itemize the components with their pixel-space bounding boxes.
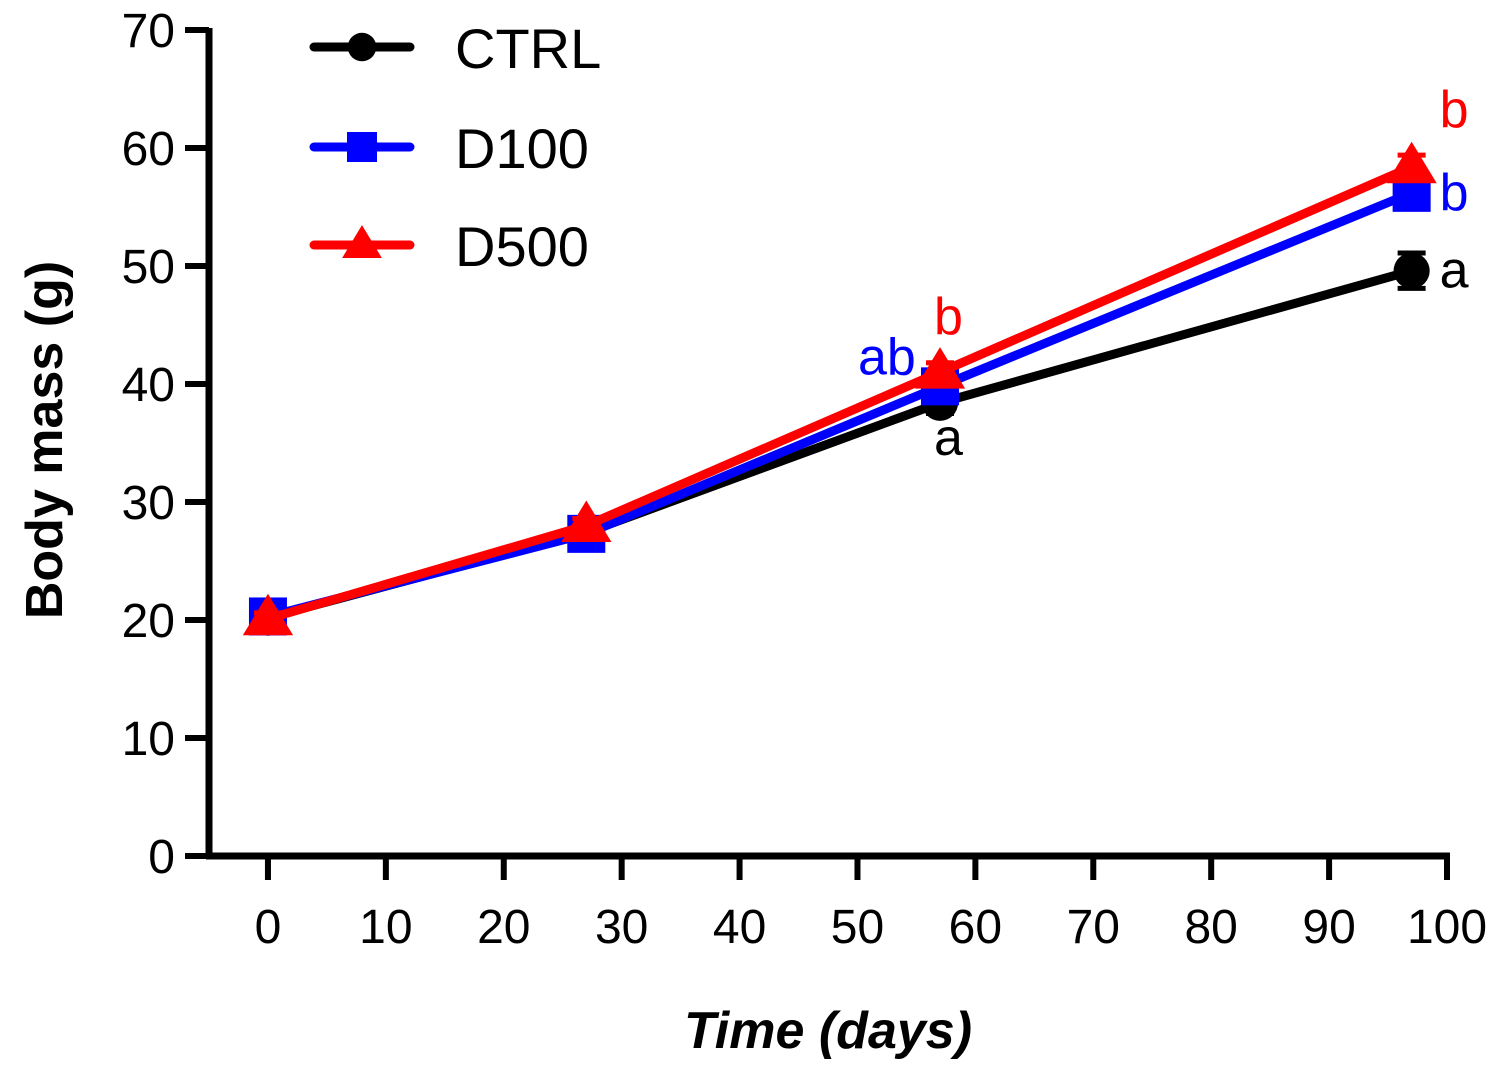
series-line: [263, 162, 1417, 624]
axes: 0 10 20 30 40 50 60 70 0 10 20 30 40 50 60 70 80 90 100: [122, 5, 1487, 954]
x-tick-label: 30: [595, 901, 648, 954]
x-tick-label: 20: [477, 901, 530, 954]
marker-circle: [347, 32, 377, 62]
marker-triangle: [914, 347, 966, 389]
series-d100: [248, 173, 1431, 636]
legend-item-ctrl: CTRL: [309, 17, 601, 80]
series-layer: [242, 141, 1437, 636]
significance-label: ab: [858, 328, 916, 386]
x-tick-label: 0: [255, 901, 282, 954]
legend-item-d100: D100: [309, 117, 589, 180]
legend-item-d500: D500: [309, 215, 589, 278]
marker-square: [347, 132, 377, 162]
y-tick-label: 40: [122, 359, 175, 412]
series-line: [263, 188, 1417, 621]
significance-label: b: [1440, 81, 1469, 139]
y-tick-label: 20: [122, 595, 175, 648]
marker-triangle: [342, 225, 382, 258]
y-tick-label: 60: [122, 123, 175, 176]
legend-label: CTRL: [455, 17, 601, 80]
y-tick-label: 10: [122, 713, 175, 766]
significance-label: b: [1440, 164, 1469, 222]
significance-label: a: [934, 409, 963, 467]
legend: CTRL D100 D500: [309, 17, 601, 278]
y-tick-label: 0: [148, 831, 175, 884]
x-axis-title: Time (days): [684, 1002, 972, 1060]
significance-label: b: [934, 288, 963, 346]
marker-triangle: [1386, 141, 1437, 184]
marker-circle: [1393, 252, 1430, 289]
y-tick-label: 50: [122, 241, 175, 294]
x-tick-label: 80: [1184, 901, 1237, 954]
legend-label: D100: [455, 117, 589, 180]
significance-label: a: [1440, 242, 1469, 300]
marker-triangle: [561, 500, 612, 542]
y-tick-label: 30: [122, 477, 175, 530]
x-tick-label: 60: [949, 901, 1002, 954]
x-tick-label: 40: [713, 901, 766, 954]
x-tick-label: 100: [1407, 901, 1487, 954]
x-tick-label: 70: [1067, 901, 1120, 954]
legend-label: D500: [455, 215, 589, 278]
x-tick-label: 90: [1302, 901, 1355, 954]
y-tick-label: 70: [122, 5, 175, 58]
series-d500: [242, 141, 1437, 636]
x-tick-label: 10: [359, 901, 412, 954]
x-tick-label: 50: [831, 901, 884, 954]
marker-triangle: [242, 593, 294, 636]
y-axis-title: Body mass (g): [16, 261, 74, 619]
